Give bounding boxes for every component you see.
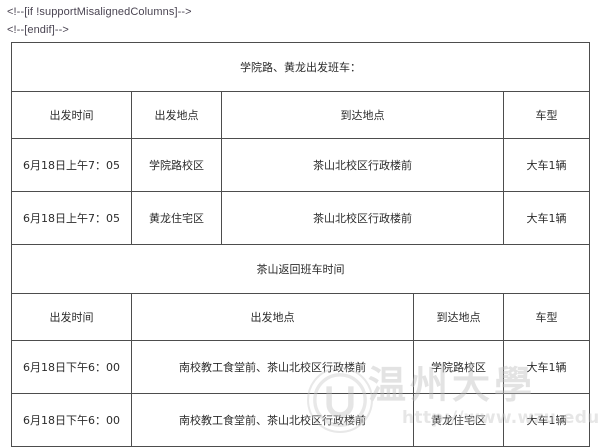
table-header-row-2: 出发时间 出发地点 到达地点 车型 — [11, 293, 591, 341]
cell-departure-time: 6月18日下午6：00 — [11, 340, 132, 394]
cell-vehicle-type: 大车1辆 — [502, 138, 591, 192]
column-header-departure-place: 出发地点 — [131, 91, 222, 139]
cell-departure-place: 学院路校区 — [131, 138, 222, 192]
section-caption-return: 茶山返回班车时间 — [10, 244, 591, 294]
schedule-table-wrapper: 学院路、黄龙出发班车： 出发时间 出发地点 到达地点 车型 6月18日上午7：0… — [10, 42, 591, 447]
cell-arrival-place: 学院路校区 — [413, 340, 504, 394]
column-header-arrival-place: 到达地点 — [221, 91, 504, 139]
column-header-vehicle-type: 车型 — [502, 293, 591, 341]
table-caption-row-1: 学院路、黄龙出发班车： — [10, 42, 591, 92]
cell-arrival-place: 茶山北校区行政楼前 — [221, 138, 504, 192]
table-row: 6月18日上午7：05 学院路校区 茶山北校区行政楼前 大车1辆 — [11, 138, 591, 192]
cell-vehicle-type: 大车1辆 — [502, 191, 591, 245]
cell-departure-place: 南校教工食堂前、茶山北校区行政楼前 — [131, 393, 414, 447]
table-row: 6月18日下午6：00 南校教工食堂前、茶山北校区行政楼前 学院路校区 大车1辆 — [11, 340, 591, 394]
column-header-departure-time: 出发时间 — [11, 293, 132, 341]
cell-vehicle-type: 大车1辆 — [502, 340, 591, 394]
html-comment-line-2: <!--[endif]--> — [7, 24, 69, 36]
cell-departure-time: 6月18日下午6：00 — [11, 393, 132, 447]
table-caption-row-2: 茶山返回班车时间 — [10, 244, 591, 294]
column-header-arrival-place: 到达地点 — [413, 293, 504, 341]
column-header-departure-time: 出发时间 — [11, 91, 132, 139]
cell-departure-place: 南校教工食堂前、茶山北校区行政楼前 — [131, 340, 414, 394]
shuttle-schedule-table: 学院路、黄龙出发班车： 出发时间 出发地点 到达地点 车型 6月18日上午7：0… — [10, 42, 591, 447]
html-comment-line-1: <!--[if !supportMisalignedColumns]--> — [7, 6, 192, 18]
table-row: 6月18日上午7：05 黄龙住宅区 茶山北校区行政楼前 大车1辆 — [11, 191, 591, 245]
table-row: 6月18日下午6：00 南校教工食堂前、茶山北校区行政楼前 黄龙住宅区 大车1辆 — [11, 393, 591, 447]
table-header-row-1: 出发时间 出发地点 到达地点 车型 — [11, 91, 591, 139]
cell-vehicle-type: 大车1辆 — [502, 393, 591, 447]
cell-departure-place: 黄龙住宅区 — [131, 191, 222, 245]
column-header-departure-place: 出发地点 — [131, 293, 414, 341]
cell-departure-time: 6月18日上午7：05 — [11, 138, 132, 192]
column-header-vehicle-type: 车型 — [502, 91, 591, 139]
section-caption-departure: 学院路、黄龙出发班车： — [10, 42, 591, 92]
cell-departure-time: 6月18日上午7：05 — [11, 191, 132, 245]
cell-arrival-place: 茶山北校区行政楼前 — [221, 191, 504, 245]
html-comment-block: <!--[if !supportMisalignedColumns]--> <!… — [0, 0, 600, 39]
